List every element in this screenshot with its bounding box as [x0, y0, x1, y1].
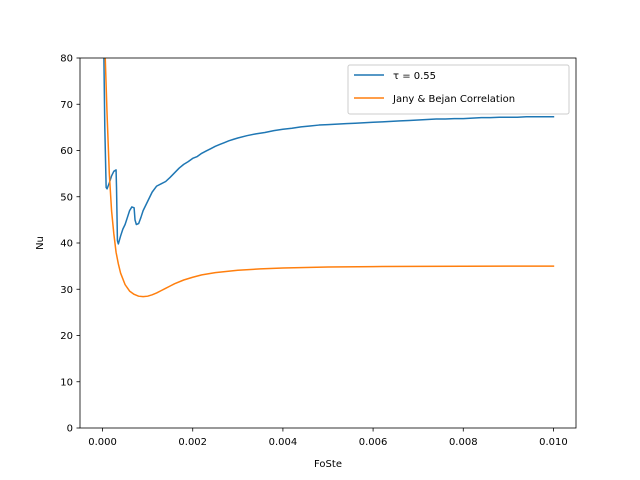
x-tick-label: 0.000	[88, 437, 117, 448]
y-tick-label: 10	[60, 377, 73, 388]
series-line-tau	[103, 58, 555, 245]
y-tick-label: 0	[67, 424, 73, 435]
y-tick-label: 50	[60, 192, 73, 203]
x-tick-label: 0.008	[449, 437, 478, 448]
x-axis-ticks: 0.000 0.002 0.004 0.006 0.008 0.010	[88, 428, 568, 448]
y-axis-ticks: 0 10 20 30 40 50 60 70 80	[60, 54, 80, 435]
x-axis-label: FoSte	[314, 459, 342, 470]
y-tick-label: 20	[60, 331, 73, 342]
series-line-jany-bejan	[104, 58, 555, 298]
x-tick-label: 0.004	[269, 437, 298, 448]
legend-label-tau: τ = 0.55	[393, 71, 436, 82]
x-tick-label: 0.002	[178, 437, 207, 448]
series-layer	[103, 58, 555, 298]
x-tick-label: 0.010	[539, 437, 568, 448]
y-tick-label: 70	[60, 100, 73, 111]
y-tick-label: 40	[60, 239, 73, 250]
legend: τ = 0.55 Jany & Bejan Correlation	[347, 64, 570, 115]
legend-box	[347, 64, 570, 115]
y-tick-label: 60	[60, 146, 73, 157]
y-axis-label: Nu	[35, 236, 46, 250]
legend-label-jany-bejan: Jany & Bejan Correlation	[392, 94, 515, 105]
y-tick-label: 80	[60, 54, 73, 65]
x-tick-label: 0.006	[359, 437, 388, 448]
y-tick-label: 30	[60, 285, 73, 296]
